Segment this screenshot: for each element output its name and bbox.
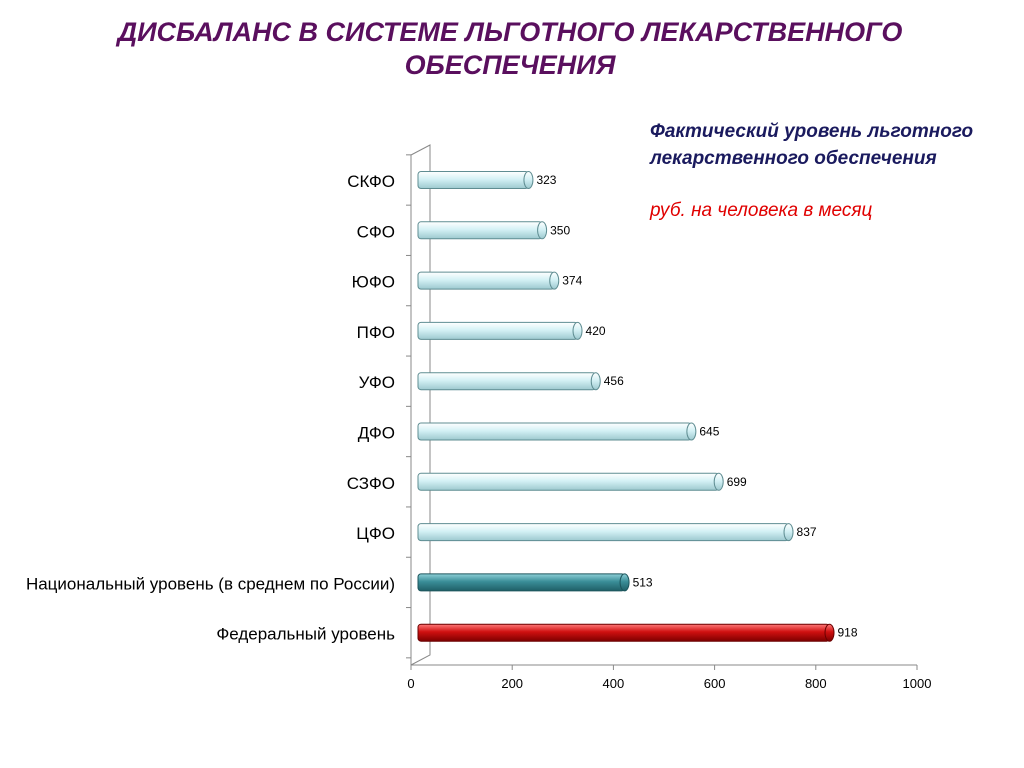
bar <box>417 623 835 642</box>
x-tick-label: 600 <box>704 676 726 691</box>
bar-cap <box>783 523 794 542</box>
category-label: СЗФО <box>347 474 395 493</box>
bar-cap <box>523 171 534 189</box>
category-label: ЮФО <box>352 273 395 292</box>
category-label: ДФО <box>358 424 395 443</box>
bar <box>417 523 794 542</box>
category-label: Федеральный уровень <box>216 625 395 644</box>
bar-value-label: 350 <box>550 223 570 237</box>
bar-cap <box>572 321 583 340</box>
bar-cap <box>824 623 835 642</box>
category-label: СКФО <box>347 172 395 191</box>
bar-body <box>417 623 831 642</box>
bar-body <box>417 372 597 391</box>
category-label: Национальный уровень (в среднем по Росси… <box>26 574 395 593</box>
x-tick-label: 400 <box>603 676 625 691</box>
bar-cap <box>713 472 724 491</box>
bar <box>417 171 534 189</box>
bar <box>417 422 697 441</box>
bar-value-label: 645 <box>699 425 719 439</box>
unit-label: руб. на человека в месяц <box>650 200 873 221</box>
bar-value-label: 420 <box>586 324 606 338</box>
bar <box>417 573 630 592</box>
bar <box>417 221 548 240</box>
bar <box>417 472 724 491</box>
bar-body <box>417 321 579 340</box>
category-label: ЦФО <box>356 524 395 543</box>
bar-value-label: 323 <box>536 173 556 187</box>
bar-value-label: 374 <box>562 274 582 288</box>
bar-body <box>417 271 555 290</box>
bar-body <box>417 221 543 240</box>
bar-value-label: 456 <box>604 374 624 388</box>
bar-cap <box>590 372 601 391</box>
bar-cap <box>619 573 630 592</box>
chart-subtitle: Фактический уровень льготного лекарствен… <box>650 121 974 169</box>
bar-body <box>417 171 529 189</box>
bar-value-label: 918 <box>838 626 858 640</box>
bar-value-label: 699 <box>727 475 747 489</box>
bar-value-label: 837 <box>797 525 817 539</box>
bar <box>417 271 560 290</box>
bar-body <box>417 523 790 542</box>
axis-wall <box>410 144 431 666</box>
bar-value-label: 513 <box>633 575 653 589</box>
bar-cap <box>686 422 697 441</box>
category-label: ПФО <box>357 323 395 342</box>
x-tick-label: 0 <box>407 676 414 691</box>
bar <box>417 321 583 340</box>
bar-cap <box>549 271 560 290</box>
page-title: ДИСБАЛАНС В СИСТЕМЕ ЛЬГОТНОГО ЛЕКАРСТВЕН… <box>117 17 903 80</box>
bar-body <box>417 573 626 592</box>
x-tick-label: 200 <box>501 676 523 691</box>
bar <box>417 372 601 391</box>
category-label: СФО <box>357 222 395 241</box>
category-label: УФО <box>359 373 395 392</box>
bar-body <box>417 472 720 491</box>
x-tick-label: 800 <box>805 676 827 691</box>
bar-cap <box>537 221 548 240</box>
x-tick-label: 1000 <box>903 676 932 691</box>
bar-body <box>417 422 692 441</box>
